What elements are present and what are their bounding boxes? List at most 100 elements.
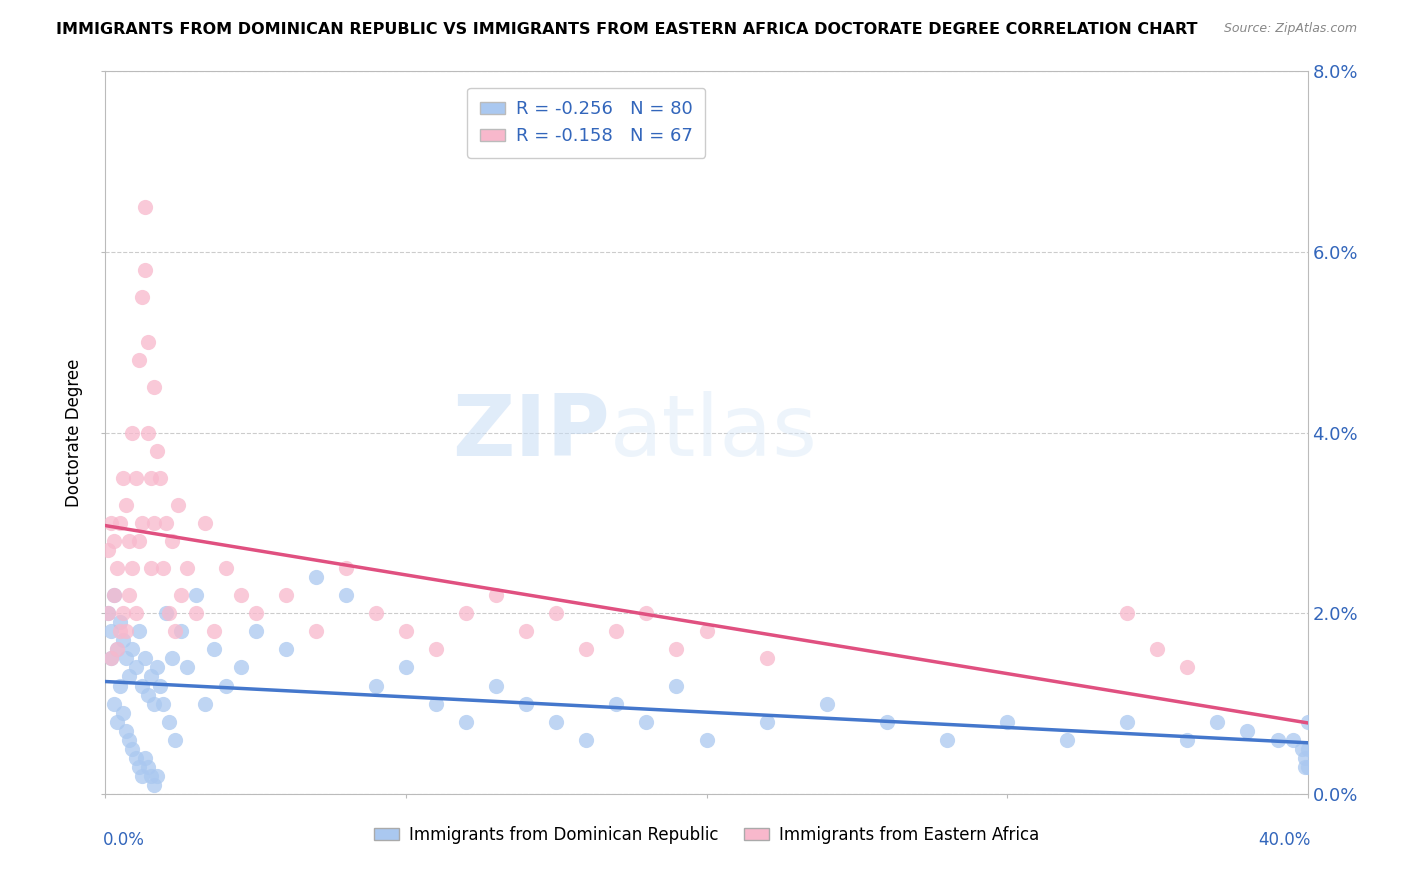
Point (142, 778, 165, 792)
Point (163, 624, 186, 639)
Point (636, 607, 658, 621)
Point (936, 732, 959, 747)
Point (229, 660, 252, 674)
Point (155, 607, 177, 621)
Point (100, 624, 122, 639)
Point (305, 570, 328, 584)
Point (425, 697, 447, 711)
Point (815, 697, 838, 711)
Point (103, 533, 125, 548)
Point (136, 425, 159, 440)
Point (1236, 723, 1258, 738)
Point (335, 588, 357, 602)
Text: Source: ZipAtlas.com: Source: ZipAtlas.com (1223, 22, 1357, 36)
Text: ZIP: ZIP (453, 391, 610, 475)
Point (118, 732, 141, 747)
Point (1294, 760, 1316, 774)
Point (546, 714, 568, 729)
Point (148, 678, 170, 692)
Point (118, 588, 141, 602)
Point (1296, 741, 1319, 756)
Point (214, 678, 236, 692)
Point (1267, 732, 1289, 747)
Point (184, 607, 207, 621)
Point (115, 723, 138, 738)
Point (145, 443, 167, 458)
Point (184, 588, 207, 602)
Point (755, 651, 778, 665)
Point (115, 624, 138, 639)
Point (1281, 732, 1303, 747)
Point (136, 688, 159, 702)
Point (100, 651, 122, 665)
Point (112, 607, 135, 621)
Point (110, 678, 132, 692)
Point (155, 516, 177, 530)
Point (131, 290, 153, 304)
Point (145, 660, 167, 674)
Point (131, 769, 153, 783)
Point (97, 607, 120, 621)
Point (214, 561, 236, 575)
Point (274, 642, 297, 657)
Point (169, 588, 191, 602)
Point (876, 714, 898, 729)
Point (245, 607, 267, 621)
Point (134, 263, 156, 277)
Point (1177, 732, 1199, 747)
Point (142, 380, 165, 394)
Point (395, 660, 418, 674)
Point (1177, 660, 1199, 674)
Legend: Immigrants from Dominican Republic, Immigrants from Eastern Africa: Immigrants from Dominican Republic, Immi… (367, 819, 1046, 851)
Point (395, 624, 418, 639)
Point (515, 624, 537, 639)
Point (163, 732, 186, 747)
Point (1116, 714, 1139, 729)
Point (134, 200, 156, 214)
Point (160, 533, 183, 548)
Point (425, 642, 447, 657)
Y-axis label: Doctorate Degree: Doctorate Degree (65, 359, 83, 507)
Point (194, 516, 217, 530)
Point (103, 588, 125, 602)
Point (157, 714, 180, 729)
Point (118, 669, 141, 683)
Point (575, 732, 598, 747)
Point (1296, 714, 1319, 729)
Point (115, 498, 138, 512)
Point (142, 697, 165, 711)
Point (136, 335, 159, 350)
Point (139, 561, 162, 575)
Point (103, 588, 125, 602)
Point (97, 543, 120, 558)
Point (124, 471, 146, 485)
Point (121, 561, 143, 575)
Point (148, 471, 170, 485)
Point (139, 471, 162, 485)
Point (110, 615, 132, 630)
Point (115, 651, 138, 665)
Point (110, 624, 132, 639)
Point (696, 732, 718, 747)
Point (131, 678, 153, 692)
Point (131, 516, 153, 530)
Point (128, 760, 150, 774)
Point (128, 533, 150, 548)
Point (665, 642, 688, 657)
Point (636, 714, 658, 729)
Point (305, 624, 328, 639)
Point (134, 751, 156, 765)
Point (100, 651, 122, 665)
Point (160, 651, 183, 665)
Point (107, 714, 129, 729)
Point (665, 678, 688, 692)
Point (110, 516, 132, 530)
Point (176, 660, 198, 674)
Point (194, 697, 217, 711)
Point (134, 651, 156, 665)
Point (121, 642, 143, 657)
Point (97, 607, 120, 621)
Point (121, 741, 143, 756)
Point (546, 607, 568, 621)
Point (229, 588, 252, 602)
